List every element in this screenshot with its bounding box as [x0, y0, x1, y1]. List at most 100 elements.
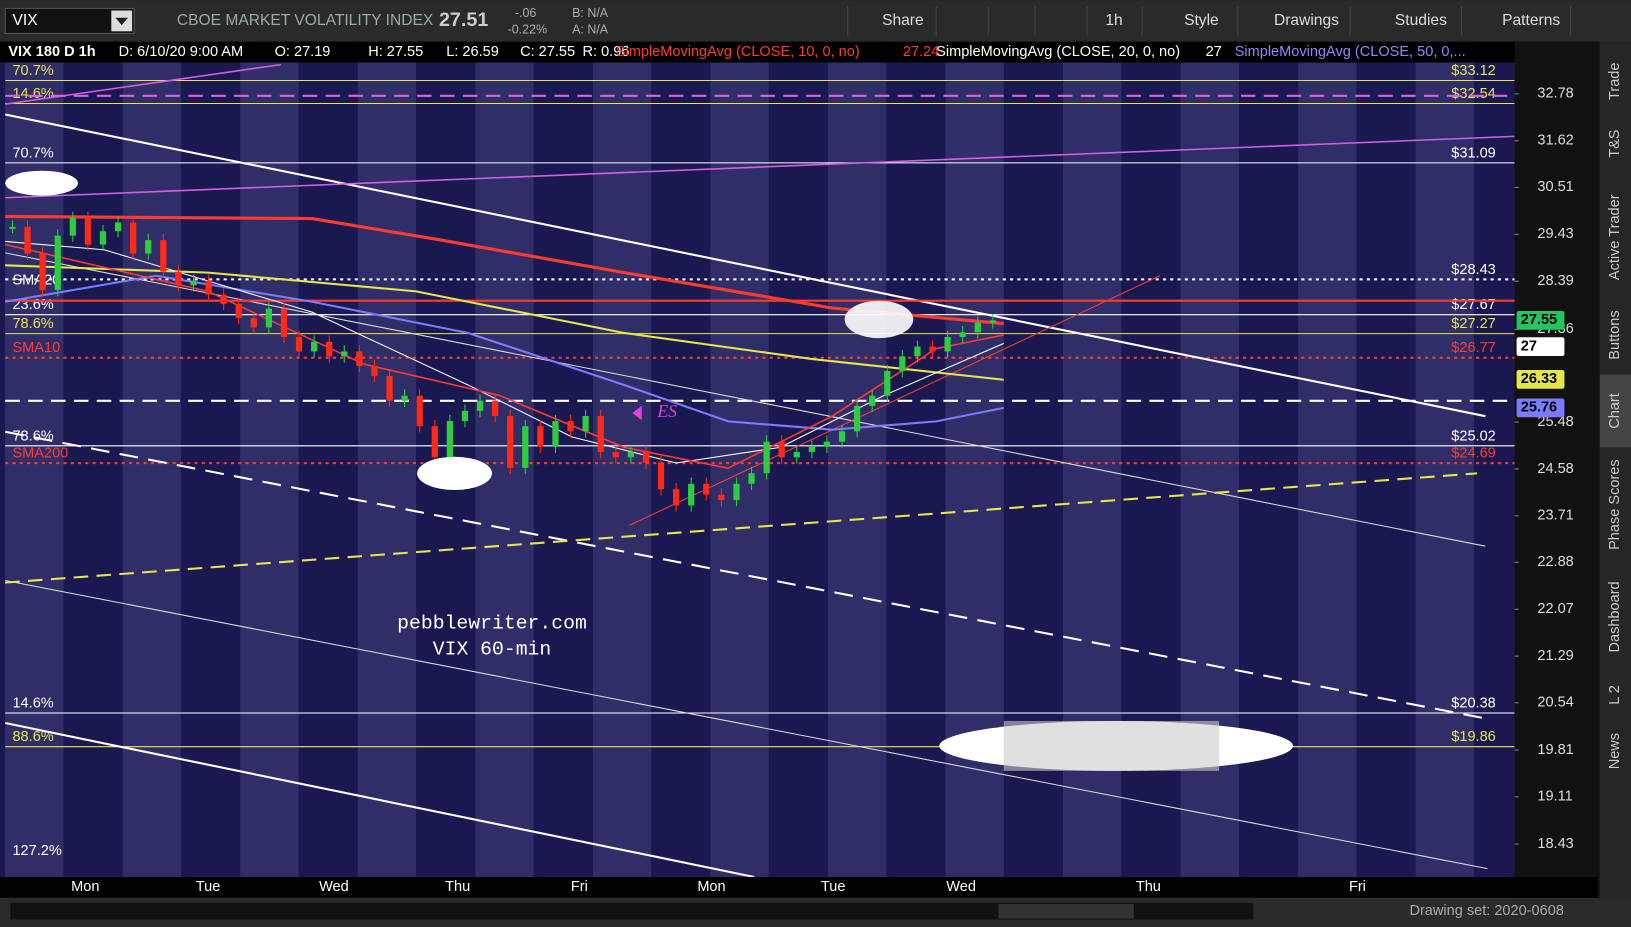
day-label: Tue — [196, 879, 221, 895]
header-item: H: 27.55 — [368, 44, 423, 60]
candle — [99, 231, 107, 245]
toolbar-button[interactable]: Style — [1184, 12, 1219, 29]
session-stripe — [357, 41, 417, 877]
day-labels: Mon Tue Wed Thu Fri Mon Tue Wed Thu Fri — [71, 879, 1366, 895]
candle — [492, 400, 499, 416]
toolbar-button[interactable]: Patterns — [1502, 12, 1560, 29]
candle — [627, 452, 634, 458]
price-tag — [1516, 398, 1565, 418]
toolbar-button[interactable]: Share — [882, 12, 924, 29]
candle — [688, 483, 695, 506]
day-label: Mon — [697, 879, 725, 895]
level-left-label: 14.6% — [12, 696, 53, 712]
es-marker — [632, 405, 642, 421]
trendline — [629, 275, 1161, 526]
session-shading — [5, 41, 1474, 877]
chart-note: VIX 60-min — [433, 638, 552, 660]
candle — [326, 341, 333, 357]
candles — [9, 211, 996, 512]
session-stripe — [827, 41, 887, 877]
study-label: SimpleMovingAvg (CLOSE, 10, 0, no) — [616, 44, 860, 60]
price-tag-label: 25.76 — [1521, 400, 1557, 416]
side-tab[interactable]: Phase Scores — [1607, 459, 1623, 550]
day-label: Fri — [1349, 879, 1366, 895]
candle — [537, 426, 544, 447]
bid: B: N/A — [572, 6, 609, 20]
y-tick-label: 22.07 — [1537, 601, 1573, 617]
session-stripe — [710, 41, 769, 877]
level-right-label: $27.27 — [1451, 316, 1496, 332]
side-tab[interactable]: Buttons — [1607, 310, 1623, 359]
day-label: Thu — [445, 879, 470, 895]
candle — [823, 441, 831, 447]
scroll-thumb[interactable] — [998, 904, 1134, 919]
header-item: O: 27.19 — [275, 44, 331, 60]
active-tab — [1599, 374, 1631, 448]
level-left-label: 78.6% — [12, 316, 53, 332]
toolbar-button[interactable]: Drawings — [1274, 12, 1339, 29]
candle — [778, 441, 785, 458]
toolbar-button[interactable]: 1h — [1105, 12, 1122, 29]
y-tick-label: 25.48 — [1537, 414, 1573, 430]
candle — [733, 483, 740, 501]
highlight — [844, 300, 914, 339]
header-item: D: 6/10/20 9:00 AM — [119, 44, 244, 60]
study-label: SimpleMovingAvg (CLOSE, 50, 0,... — [1235, 44, 1466, 60]
candle — [54, 235, 61, 290]
candle — [371, 366, 378, 376]
candle — [265, 308, 273, 328]
y-tick-label: 19.11 — [1537, 789, 1572, 805]
side-tab[interactable]: News — [1607, 733, 1623, 769]
candle — [869, 395, 876, 406]
candle — [295, 336, 303, 352]
scrollbar[interactable] — [10, 902, 1254, 920]
candle — [114, 222, 122, 232]
candle — [190, 280, 197, 286]
candle — [280, 308, 288, 337]
candle — [552, 421, 559, 447]
y-tick-label: 23.71 — [1537, 508, 1573, 524]
toolbar-button[interactable]: Studies — [1395, 12, 1447, 29]
side-tab[interactable]: Trade — [1607, 62, 1623, 99]
day-label: Fri — [571, 879, 588, 895]
level-right-label: $31.09 — [1451, 145, 1496, 161]
candle — [884, 370, 891, 396]
side-tab[interactable]: Dashboard — [1607, 581, 1623, 652]
price-tag — [1516, 310, 1565, 330]
side-tab[interactable]: T&S — [1607, 129, 1623, 158]
level-left-label: SMA10 — [12, 340, 60, 356]
header: VIX 180 D 1h D: 6/10/20 9:00 AM O: 27.19 H:… — [8, 44, 1465, 60]
y-tick-label: 29.43 — [1537, 226, 1573, 242]
candle — [220, 294, 227, 304]
session-stripe — [1298, 41, 1357, 877]
candle — [929, 346, 936, 352]
candle — [175, 271, 182, 286]
candle — [145, 240, 152, 254]
candle — [959, 332, 966, 337]
price-tag-label: 27.55 — [1521, 312, 1557, 328]
candle — [853, 405, 861, 432]
candle — [672, 489, 680, 506]
day-label: Mon — [71, 879, 99, 895]
price-tag — [1516, 337, 1565, 356]
side-tab[interactable]: Chart — [1607, 393, 1623, 429]
drawing-set: Drawing set: 2020-0608 — [1409, 903, 1563, 919]
trendline — [5, 472, 1478, 584]
candle — [461, 410, 469, 422]
study-value: 27.24 — [903, 44, 939, 60]
side-tab[interactable]: Active Trader — [1607, 194, 1623, 280]
level-right-label: $25.02 — [1451, 428, 1496, 444]
trendline — [5, 135, 1515, 199]
symbol: VIX — [12, 12, 38, 29]
candle — [808, 446, 815, 453]
header-item: L: 26.59 — [446, 44, 499, 60]
header-bar — [0, 41, 1515, 63]
level-right-label: $33.12 — [1451, 63, 1496, 79]
time-axis — [0, 876, 1598, 898]
candle — [522, 426, 529, 468]
highlight-shade — [1003, 720, 1220, 771]
side-tab[interactable]: L 2 — [1607, 685, 1623, 705]
candle — [205, 280, 212, 295]
